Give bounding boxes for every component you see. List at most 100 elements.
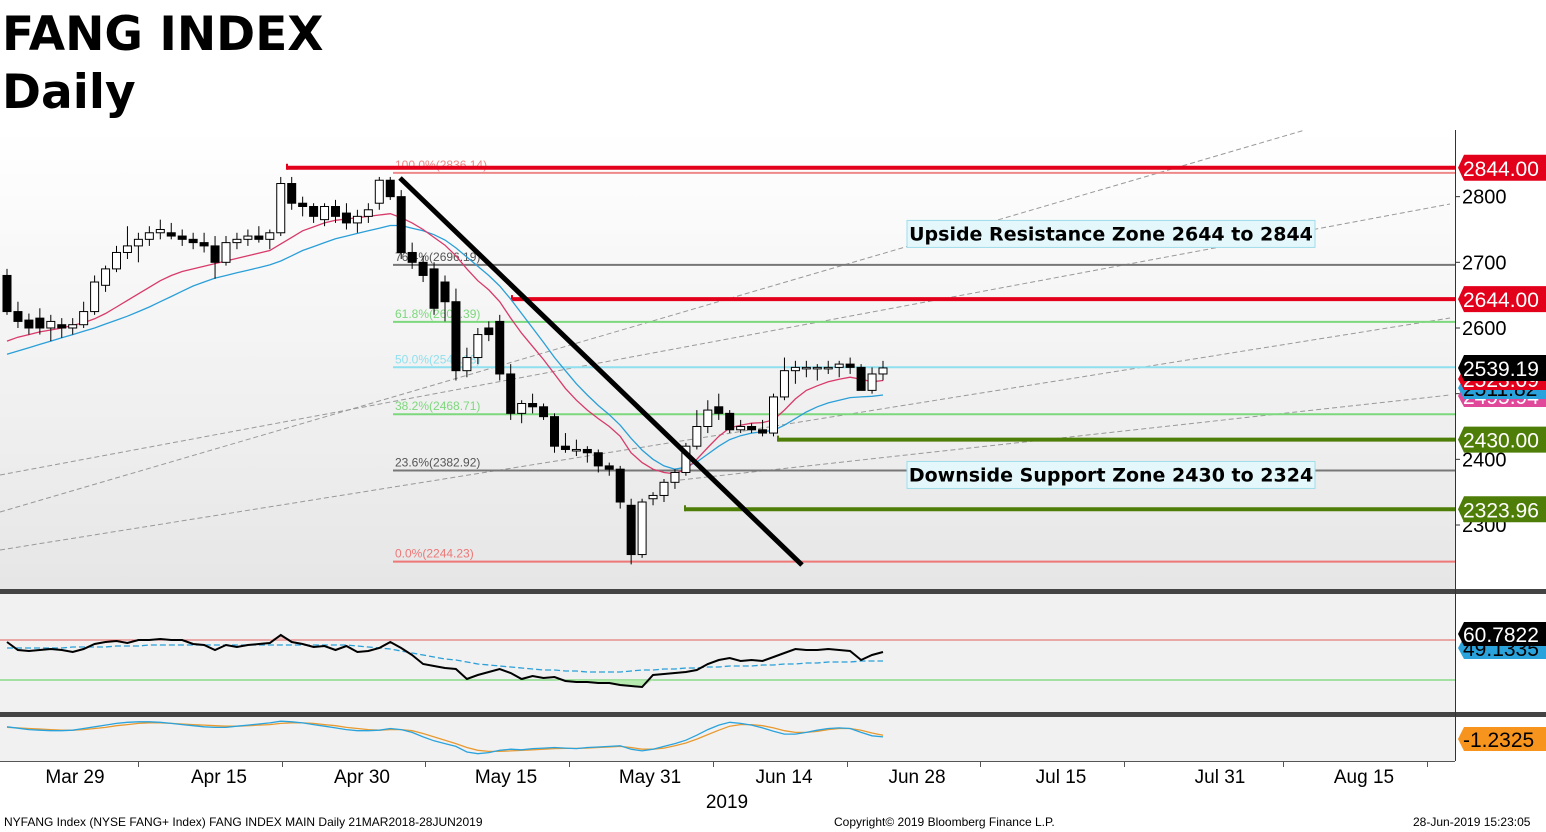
candle: [101, 268, 111, 286]
support-tag-label: 2430.00: [1463, 430, 1539, 453]
candle: [451, 301, 461, 372]
candle: [341, 212, 351, 224]
support-tag-label: 2323.96: [1463, 499, 1539, 522]
candle: [287, 183, 297, 204]
rsi-panel: [0, 594, 1455, 712]
candle: [473, 334, 483, 359]
x-tick-label: Jun 14: [755, 767, 812, 788]
candle: [155, 228, 165, 234]
rsi-line: [6, 633, 884, 689]
candle: [2, 274, 12, 313]
footer-copyright: Copyright© 2019 Bloomberg Finance L.P.: [834, 815, 1055, 829]
candle: [758, 429, 768, 434]
candle: [539, 406, 549, 418]
candle: [845, 363, 855, 368]
candle: [856, 366, 866, 391]
y-tick-label: 2400: [1462, 449, 1507, 471]
candle: [703, 409, 713, 427]
x-tick-label: Jul 31: [1195, 767, 1246, 788]
candle: [265, 232, 275, 240]
candle: [374, 179, 384, 204]
candle: [506, 373, 516, 414]
downtrend-line: [398, 176, 804, 567]
candle: [878, 367, 888, 375]
candle: [867, 373, 877, 391]
candle: [407, 251, 417, 263]
annotation-box: Upside Resistance Zone 2644 to 2844: [906, 219, 1316, 248]
title-line-2: Daily: [2, 65, 136, 120]
candle: [166, 232, 176, 237]
candle: [46, 320, 56, 329]
candle: [144, 232, 154, 240]
fib-level-label: 61.8%(2609.39): [395, 307, 480, 321]
separator-1: [0, 589, 1546, 594]
candle: [637, 501, 647, 556]
candle: [823, 366, 833, 370]
support-tag: 2323.96: [1458, 496, 1546, 523]
candle: [177, 235, 187, 240]
x-tick-label: Jul 15: [1036, 767, 1087, 788]
price-panel: [0, 130, 1455, 589]
candle: [90, 281, 100, 313]
macd-signal-line: [6, 722, 884, 753]
candle: [528, 403, 538, 408]
candle: [560, 445, 570, 450]
candle: [331, 206, 340, 217]
candle: [112, 251, 121, 270]
candle: [593, 452, 603, 467]
candle: [188, 238, 198, 244]
candle: [571, 448, 581, 452]
candle: [309, 206, 319, 217]
candle: [57, 324, 67, 329]
candle: [363, 209, 373, 217]
candle: [725, 412, 735, 431]
candle: [790, 366, 800, 372]
resistance-tag-label: 2844.00: [1463, 158, 1539, 181]
trend-channel-line: [679, 394, 1451, 481]
macd-last-tag-label: -1.2325: [1463, 729, 1534, 752]
x-year-label: 2019: [706, 792, 748, 813]
candle: [320, 206, 330, 221]
rsi-last-tag-label: 60.7822: [1463, 624, 1539, 647]
candle: [221, 242, 231, 263]
trend-channel-line: [0, 317, 1451, 551]
candle: [769, 396, 778, 434]
candle: [834, 363, 844, 368]
x-tick-label: May 31: [619, 767, 681, 788]
candle: [122, 245, 132, 253]
candle: [604, 465, 614, 470]
x-tick-label: Aug 15: [1334, 767, 1394, 788]
candle: [779, 370, 789, 398]
candle: [440, 281, 450, 303]
footer-source: NYFANG Index (NYSE FANG+ Index) FANG IND…: [4, 815, 483, 829]
candle: [352, 215, 362, 224]
x-tick-label: Mar 29: [45, 767, 104, 788]
candle: [298, 202, 308, 208]
candle: [462, 357, 472, 372]
footer-timestamp: 28-Jun-2019 15:23:05: [1413, 815, 1531, 829]
candle: [396, 196, 406, 253]
candle: [692, 425, 702, 447]
candle: [714, 406, 724, 414]
candle: [199, 242, 209, 247]
separator-2: [0, 712, 1546, 717]
candle: [812, 366, 822, 370]
resistance-tag: 2844.00: [1458, 154, 1546, 181]
trend-channel-line: [0, 129, 1306, 513]
candle: [276, 183, 286, 234]
y-tick-label: 2700: [1462, 252, 1507, 274]
candle: [670, 471, 680, 483]
macd-panel: [0, 717, 1455, 761]
macd-line: [6, 720, 884, 755]
candle: [659, 481, 669, 496]
candle: [550, 416, 559, 447]
last-price-tag-label: 2539.19: [1463, 358, 1539, 381]
candle: [385, 179, 395, 198]
x-tick-label: May 15: [475, 767, 537, 788]
macd-last-tag: -1.2325: [1458, 727, 1546, 752]
candle: [24, 319, 34, 329]
candle: [801, 366, 811, 370]
candle: [13, 311, 23, 322]
fib-level-label: 100.0%(2836.14): [395, 158, 487, 172]
